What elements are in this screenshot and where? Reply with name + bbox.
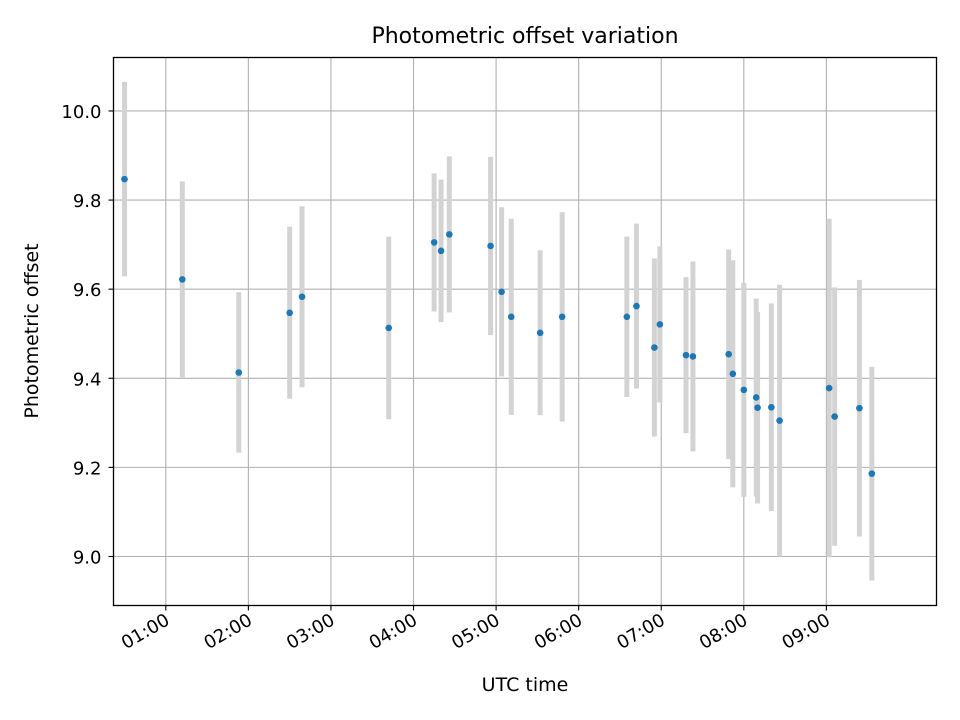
data-point	[682, 351, 690, 359]
data-point	[754, 404, 761, 411]
data-point	[286, 309, 293, 317]
data-point	[385, 324, 393, 332]
data-point	[437, 247, 445, 255]
y-axis-label: Photometric offset	[21, 243, 43, 418]
data-point	[776, 417, 783, 424]
y-tick-label: 9.6	[73, 280, 102, 301]
data-point	[729, 370, 737, 378]
data-point	[656, 321, 664, 328]
data-point	[725, 350, 732, 358]
data-point	[768, 403, 775, 411]
data-point	[446, 231, 453, 238]
y-tick-label: 10.0	[61, 102, 101, 123]
data-point	[498, 288, 505, 296]
data-point	[831, 413, 838, 420]
data-point	[121, 175, 128, 183]
y-tick-label: 9.2	[73, 458, 102, 479]
data-point	[235, 369, 243, 376]
data-point	[633, 302, 640, 310]
data-point	[430, 239, 438, 246]
y-axis-ticks: 9.0 9.2 9.4 9.6 9.8 10.0	[61, 102, 114, 568]
data-point	[623, 313, 631, 321]
data-point	[740, 386, 748, 394]
y-tick-label: 9.4	[73, 369, 102, 390]
data-point	[179, 276, 186, 283]
data-point	[558, 313, 566, 321]
data-point	[536, 329, 544, 337]
plot-area-frame	[112, 56, 938, 607]
y-tick-label: 9.8	[73, 191, 102, 212]
data-point	[752, 394, 760, 401]
data-point	[825, 384, 833, 392]
chart-title: Photometric offset variation	[371, 24, 678, 49]
data-point	[507, 313, 515, 321]
data-point	[868, 470, 876, 477]
data-point	[298, 293, 306, 301]
x-axis-label: UTC time	[482, 674, 569, 696]
data-point	[689, 353, 697, 360]
y-tick-label: 9.0	[73, 547, 102, 568]
data-points	[121, 175, 876, 477]
data-point	[651, 344, 658, 351]
data-point	[487, 242, 494, 250]
data-point	[856, 404, 863, 412]
